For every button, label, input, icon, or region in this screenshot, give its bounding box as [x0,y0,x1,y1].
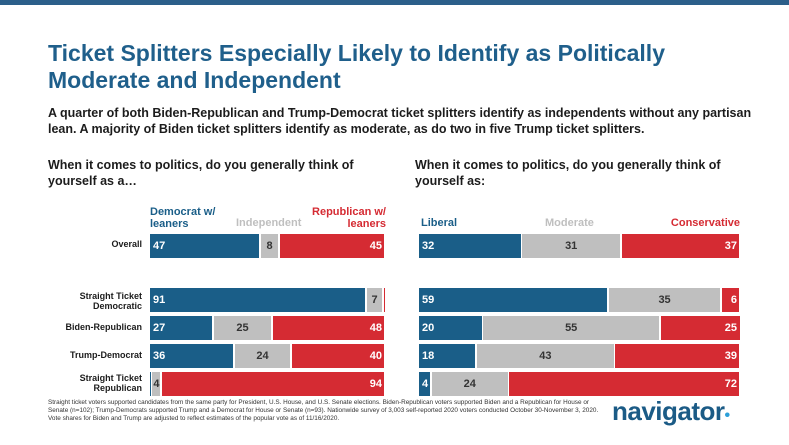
left-bar-row0-red [279,234,385,258]
right-bar-row0-blue [419,234,521,258]
right-chart-question: When it comes to politics, do you genera… [415,158,721,188]
left-value-row0-gray: 8 [266,240,273,252]
left-value-row2-red: 48 [369,322,382,334]
right-value-row3-gray: 43 [539,350,552,362]
row-label-overall: Overall [111,239,142,249]
left-value-row2-blue: 27 [153,322,166,334]
left-bar-row4-blue [150,372,151,396]
right-value-row2-blue: 20 [422,322,435,334]
right-bar-row0-gray [522,234,621,258]
right-value-row0-red: 37 [724,240,737,252]
left-value-row2-gray: 25 [236,322,249,334]
left-bar-row4-gray [152,372,161,396]
right-value-row4-gray: 24 [463,378,476,390]
right-bar-row3-blue [419,344,476,368]
left-chart-question: When it comes to politics, do you genera… [48,158,354,188]
footnote: Straight ticket voters supported candida… [48,399,599,422]
right-bar-row2-red [660,316,740,340]
legend-democrat: Democrat w/ leaners [150,206,216,230]
left-value-row4-red: 94 [369,378,382,390]
legend-moderate: Moderate [545,217,594,229]
page-title: Ticket Splitters Especially Likely to Id… [48,40,665,93]
left-bar-row1-red [383,288,385,312]
right-bar-row3-gray [476,344,614,368]
right-value-row3-blue: 18 [422,350,435,362]
logo-text: navigator [612,396,725,426]
left-value-row0-blue: 47 [153,240,166,252]
logo-dot-icon: • [724,407,731,424]
right-bar-row4-blue [419,372,431,396]
right-bar-row0-red [621,234,740,258]
right-value-row1-blue: 59 [422,294,435,306]
right-value-row1-gray: 35 [658,294,671,306]
row-label-trump-dem: Trump-Democrat [69,350,142,360]
left-bar-row2-blue [150,316,213,340]
left-bar-row3-gray [234,344,291,368]
top-accent-bar [0,0,789,5]
left-bar-row0-gray [260,234,279,258]
left-value-row3-gray: 24 [256,350,269,362]
left-bar-row4-red [161,372,385,396]
row-label-straight-rep: Straight Ticket Republican [79,373,142,393]
right-bar-row2-gray [483,316,659,340]
right-value-row1-red: 6 [730,294,737,306]
right-bar-row4-gray [431,372,508,396]
left-value-row0-red: 45 [369,240,382,252]
left-value-row3-blue: 36 [153,350,166,362]
right-value-row2-gray: 55 [565,322,578,334]
legend-liberal: Liberal [421,217,458,229]
page-subtitle: A quarter of both Biden-Republican and T… [48,106,752,136]
legend-republican: Republican w/ leaners [312,206,386,230]
legend-independent: Independent [236,217,302,229]
left-bar-row2-red [272,316,385,340]
legend-conservative: Conservative [670,217,740,229]
left-value-row4-gray: 4 [153,378,160,390]
right-value-row0-gray: 31 [565,240,578,252]
left-bar-row3-red [291,344,385,368]
right-value-row3-red: 39 [724,350,737,362]
left-value-row3-red: 40 [369,350,382,362]
left-bar-row0-blue [150,234,260,258]
right-bar-row1-gray [608,288,721,312]
row-label-straight-dem: Straight Ticket Democratic [79,291,142,311]
left-bar-row2-gray [213,316,272,340]
right-value-row2-red: 25 [724,322,737,334]
navigator-logo: navigator• [612,396,730,427]
left-bar-row3-blue [150,344,234,368]
right-value-row4-red: 72 [724,378,737,390]
right-value-row4-blue: 4 [422,378,429,390]
right-bar-row3-red [615,344,740,368]
right-value-row0-blue: 32 [422,240,435,252]
right-bar-row2-blue [419,316,482,340]
left-bar-row1-gray [366,288,383,312]
right-bar-row4-red [509,372,740,396]
left-bar-row1-blue [150,288,366,312]
left-value-row1-gray: 7 [371,294,378,306]
right-bar-row1-red [721,288,740,312]
right-bar-row1-blue [419,288,608,312]
left-value-row1-blue: 91 [153,294,166,306]
row-label-biden-rep: Biden-Republican [65,322,142,332]
